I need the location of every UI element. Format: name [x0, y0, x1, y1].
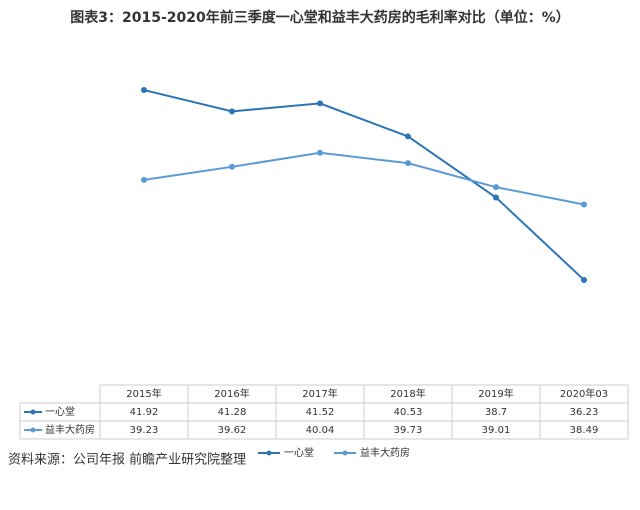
marker: [229, 163, 235, 170]
line: [143, 89, 585, 281]
x-tick-label: 2020年03: [560, 387, 608, 400]
marker: [405, 133, 411, 140]
table-row-label: 益丰大药房: [45, 423, 95, 436]
marker: [141, 87, 147, 94]
table-row-label: 一心堂: [45, 406, 75, 418]
marker: [493, 184, 499, 191]
table-cell: 39.73: [394, 425, 423, 436]
table-cell: 41.28: [218, 407, 247, 418]
legend-marker: [266, 450, 272, 456]
table-cell: 41.52: [306, 407, 335, 418]
marker: [229, 108, 235, 115]
table-cell: 39.62: [218, 425, 247, 436]
table-cell: 39.01: [482, 425, 511, 436]
legend-label: 益丰大药房: [360, 446, 410, 459]
marker: [317, 100, 323, 107]
legend-label: 一心堂: [284, 447, 314, 459]
line: [143, 151, 585, 206]
x-tick-label: 2018年: [390, 387, 425, 400]
table-cell: 41.92: [130, 407, 159, 418]
x-tick-label: 2015年: [126, 387, 161, 400]
table-cell: 38.49: [570, 425, 599, 436]
x-tick-label: 2016年: [214, 387, 249, 400]
source-note: 资料来源：公司年报 前瞻产业研究院整理: [8, 452, 246, 468]
x-tick-label: 2017年: [302, 387, 337, 400]
marker: [317, 149, 323, 156]
x-tick-label: 2019年: [478, 387, 513, 400]
table-cell: 38.7: [485, 407, 507, 418]
table-cell: 39.23: [130, 425, 159, 436]
marker: [141, 176, 147, 183]
marker: [405, 160, 411, 167]
legend-marker: [342, 450, 348, 456]
table-cell: 40.04: [306, 425, 335, 436]
marker: [581, 201, 587, 208]
table-key-marker: [30, 409, 36, 415]
table-cell: 40.53: [394, 407, 423, 418]
marker: [493, 194, 499, 201]
chart-title: 图表3：2015-2020年前三季度一心堂和益丰大药房的毛利率对比（单位：%）: [70, 9, 570, 26]
marker: [581, 276, 587, 283]
table-key-marker: [30, 427, 36, 433]
table-cell: 36.23: [570, 407, 599, 418]
